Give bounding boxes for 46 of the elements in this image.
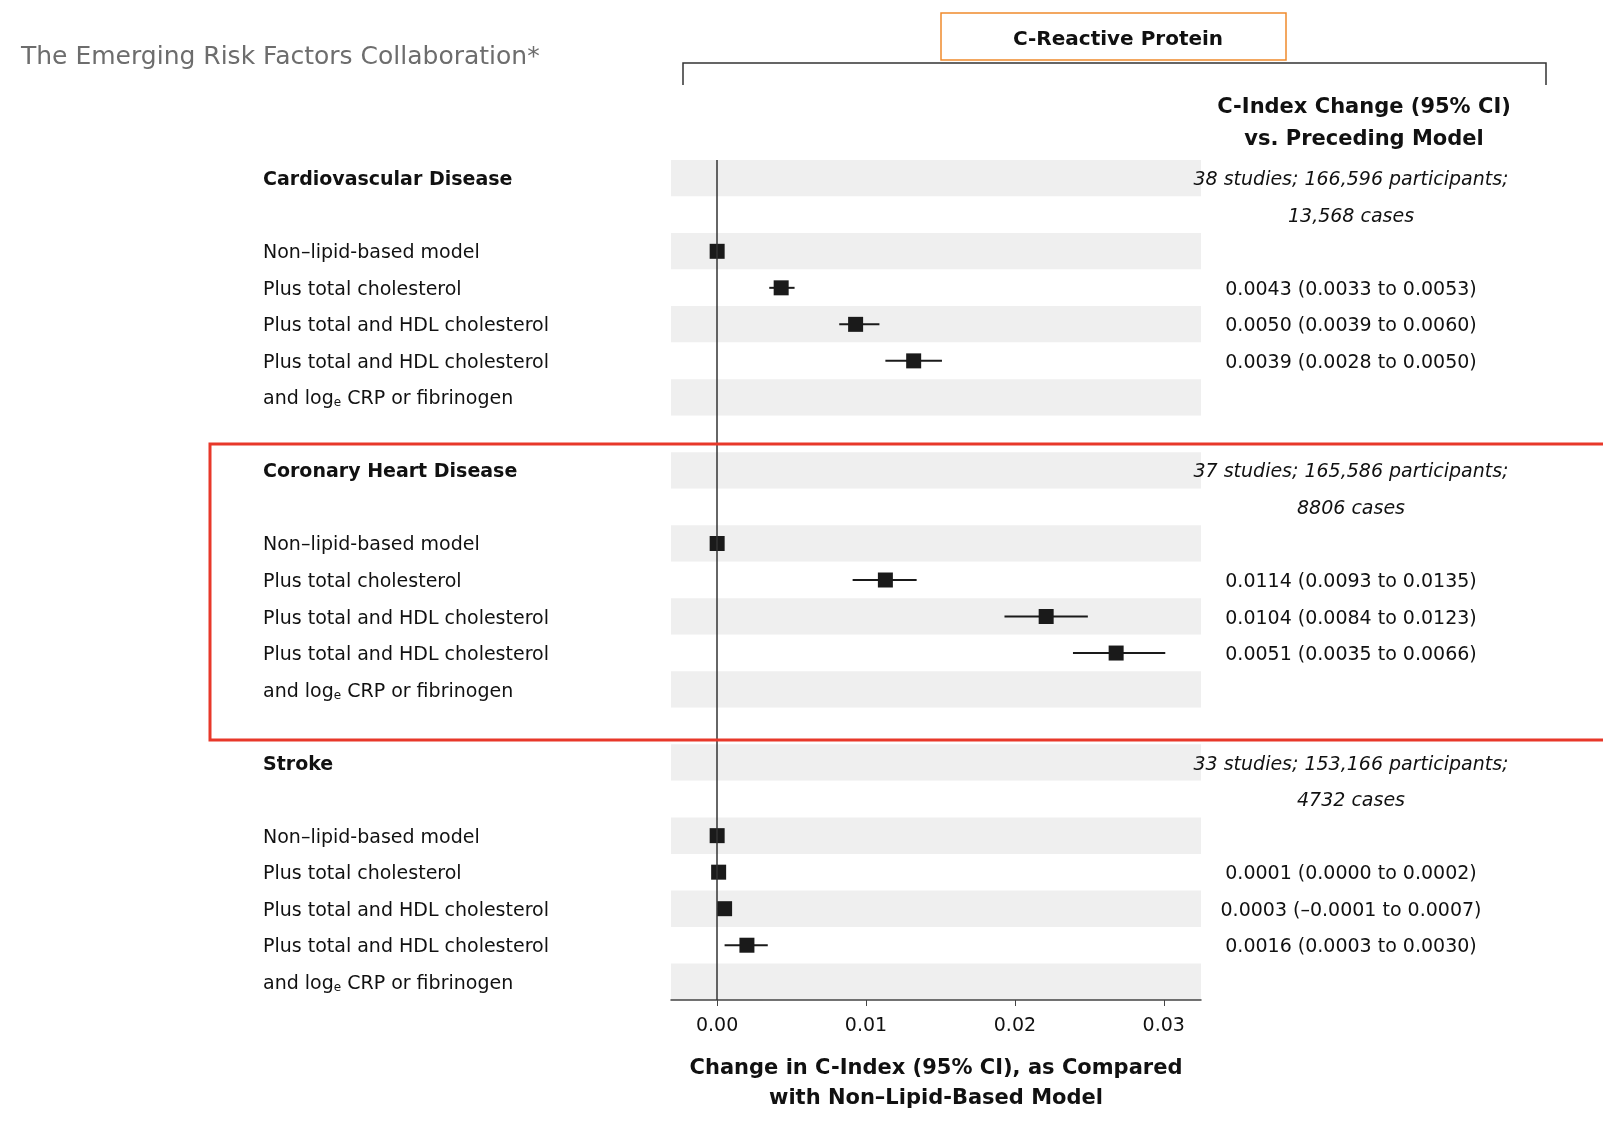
y-tick-label: Plus total and HDL cholesterol	[263, 934, 549, 957]
point	[877, 572, 893, 588]
x-tick-label: 0.03	[1142, 1012, 1185, 1035]
text: 8806 cases	[1297, 495, 1405, 518]
x-tick-label: 0.01	[844, 1012, 888, 1035]
data-label: 0.0001 (0.0000 to 0.0002)	[1225, 861, 1477, 884]
x-tick-label: 0.02	[993, 1012, 1037, 1035]
text: 4732 cases	[1297, 788, 1405, 811]
chart-subtitle: C-Reactive Protein	[1012, 26, 1224, 50]
y-tick-label: Non–lipid-based model	[263, 532, 480, 555]
text: 13,568 cases	[1287, 203, 1415, 226]
point	[739, 937, 755, 953]
data-label: 0.0039 (0.0028 to 0.0050)	[1225, 349, 1477, 372]
y-tick-label: Plus total and HDL cholesterol	[263, 642, 549, 665]
text: 38 studies; 166,596 participants;	[1193, 167, 1509, 190]
y-tick-label: Plus total cholesterol	[263, 861, 462, 884]
y-tick-label: Non–lipid-based model	[263, 240, 480, 263]
text: The Emerging Risk Factors Collaboration*	[20, 41, 540, 70]
y-tick-label: Plus total cholesterol	[263, 276, 462, 299]
data-label: 0.0051 (0.0035 to 0.0066)	[1225, 642, 1477, 665]
point	[906, 353, 922, 369]
data-label: 0.0114 (0.0093 to 0.0135)	[1225, 569, 1477, 591]
y-tick-label: Coronary Heart Disease	[263, 459, 518, 482]
text: C-Index Change (95% CI) vs. Preceding Model	[1217, 94, 1511, 150]
data-label: 0.0104 (0.0084 to 0.0123)	[1225, 605, 1477, 628]
text: 37 studies; 165,586 participants;	[1193, 459, 1509, 482]
point	[717, 901, 733, 917]
y-tick-label: Plus total and HDL cholesterol	[263, 313, 549, 336]
point	[1108, 645, 1124, 661]
y-tick-label: Plus total and HDL cholesterol	[263, 897, 549, 920]
y-tick-label: Cardiovascular Disease	[263, 167, 513, 190]
y-tick-label: Stroke	[263, 751, 334, 774]
y-tick-label: Non–lipid-based model	[263, 824, 480, 847]
data-label: 0.0003 (–0.0001 to 0.0007)	[1220, 897, 1482, 920]
data-label: 0.0043 (0.0033 to 0.0053)	[1225, 276, 1477, 299]
x-tick-label: 0.00	[696, 1012, 739, 1035]
data-label: 0.0050 (0.0039 to 0.0060)	[1225, 313, 1477, 336]
point	[1038, 609, 1054, 625]
point	[773, 280, 789, 296]
point	[848, 316, 864, 332]
x-axis-title: Change in C-Index (95% CI), as Compared with Non–Lipid-Based Model	[689, 1055, 1183, 1109]
y-tick-label: Plus total and HDL cholesterol	[263, 349, 549, 372]
text: 33 studies; 153,166 participants;	[1193, 751, 1509, 774]
y-tick-label: Plus total and HDL cholesterol	[263, 605, 549, 628]
data-label: 0.0016 (0.0003 to 0.0030)	[1225, 934, 1477, 957]
y-tick-label: Plus total cholesterol	[263, 569, 462, 591]
